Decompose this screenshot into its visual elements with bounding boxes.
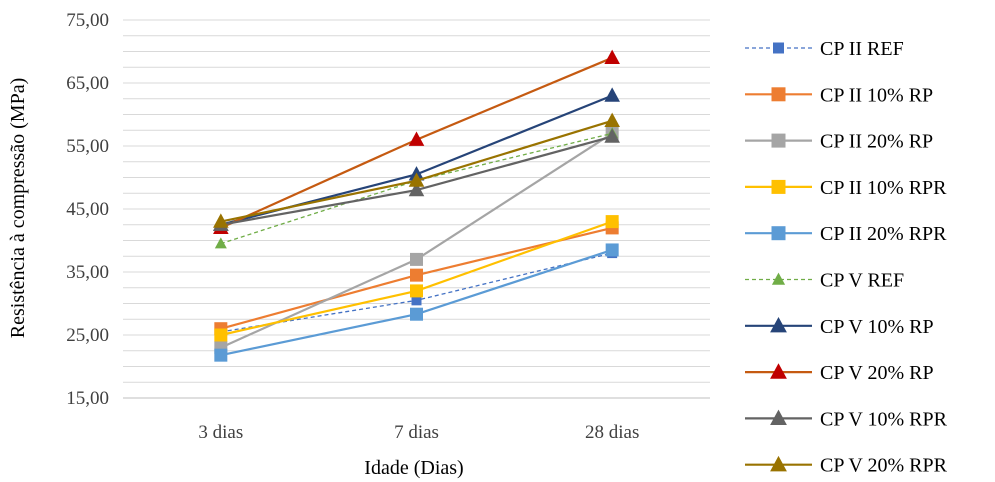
legend-item: CP V 10% RPR [745, 408, 948, 430]
legend-label: CP II 10% RPR [820, 177, 947, 199]
legend-label: CP V 10% RP [820, 316, 934, 338]
legend-marker [771, 87, 786, 102]
x-tick-label: 3 dias [198, 422, 243, 443]
legend-label: CP II 10% RP [820, 84, 933, 106]
series [214, 215, 619, 342]
data-point [411, 295, 422, 306]
data-point [213, 213, 229, 228]
legend-item: CP II 10% RP [745, 84, 933, 106]
legend-marker [770, 316, 787, 333]
data-point [410, 268, 423, 282]
legend-label: CP II REF [820, 38, 904, 60]
data-point [408, 131, 425, 146]
legend-item: CP V REF [745, 270, 904, 292]
data-point [214, 348, 228, 362]
legend-marker [771, 272, 786, 285]
x-tick-label: 28 dias [585, 422, 639, 443]
data-point [604, 87, 620, 102]
data-point [605, 215, 619, 229]
legend-label: CP II 20% RP [820, 131, 933, 153]
y-tick-label: 15,00 [66, 388, 109, 409]
legend-item: CP V 20% RPR [745, 455, 948, 477]
data-point [408, 181, 425, 197]
y-axis-tick-labels: 15,00 25,00 35,00 45,00 55,00 65,00 75,00 [66, 10, 109, 409]
legend-marker [770, 363, 787, 379]
data-point [410, 284, 423, 298]
data-point [605, 243, 619, 257]
y-tick-label: 55,00 [66, 136, 109, 157]
legend-label: CP V 20% RPR [820, 455, 948, 477]
legend-item: CP II 20% RP [745, 131, 933, 153]
legend-label: CP V 10% RPR [820, 408, 948, 430]
data-point [604, 112, 620, 127]
data-point [604, 128, 620, 143]
legend-item: CP V 20% RP [745, 362, 934, 384]
data-point [214, 328, 228, 342]
y-tick-label: 65,00 [66, 73, 109, 94]
y-tick-label: 75,00 [66, 10, 109, 31]
y-tick-label: 45,00 [66, 199, 109, 220]
legend-label: CP II 20% RPR [820, 223, 947, 245]
legend-item: CP II 20% RPR [745, 223, 947, 245]
legend-label: CP V REF [820, 270, 904, 292]
legend-marker [771, 226, 786, 241]
y-tick-label: 25,00 [66, 325, 109, 346]
data-point [410, 252, 423, 266]
legend-item: CP II 10% RPR [745, 177, 947, 199]
x-axis-title: Idade (Dias) [364, 457, 463, 479]
y-tick-label: 35,00 [66, 262, 109, 283]
series [214, 243, 619, 362]
legend-item: CP V 10% RP [745, 316, 934, 338]
legend-marker [771, 179, 786, 194]
legend-item: CP II REF [745, 38, 904, 60]
series-group [213, 49, 620, 362]
legend-marker [771, 133, 786, 148]
legend-marker [770, 455, 787, 472]
data-point [214, 237, 227, 249]
x-axis-tick-labels: 3 dias 7 dias 28 dias [198, 422, 639, 443]
x-tick-label: 7 dias [394, 422, 439, 443]
legend-marker [770, 409, 787, 426]
data-point [410, 307, 423, 321]
data-point [408, 172, 425, 187]
legend-label: CP V 20% RP [820, 362, 934, 384]
legend: CP II REF CP II 10% RP CP II 20% RP CP II 1… [745, 38, 948, 477]
legend-marker [773, 42, 784, 54]
series [213, 49, 620, 235]
data-point [604, 49, 620, 64]
series [213, 112, 620, 228]
y-axis-title: Resistência à compressão (MPa) [7, 78, 29, 338]
